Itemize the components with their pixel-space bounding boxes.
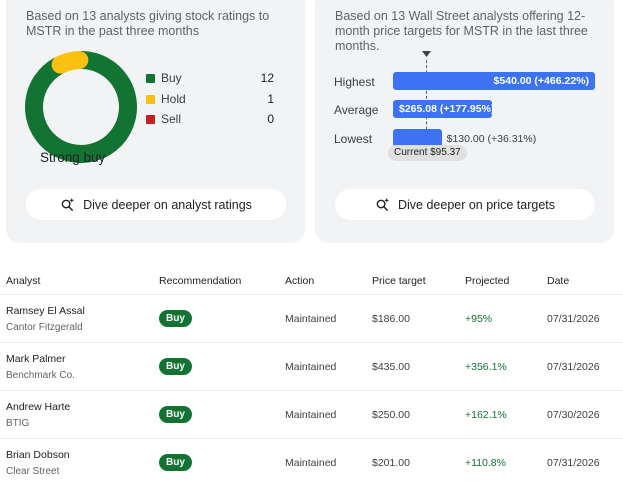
- legend-count-buy: 12: [261, 71, 274, 85]
- price-targets-description: Based on 13 Wall Street analysts offerin…: [335, 9, 605, 54]
- recommendation-badge: Buy: [159, 358, 192, 375]
- analyst-name: Mark Palmer: [6, 353, 159, 365]
- ratings-description: Based on 13 analysts giving stock rating…: [26, 9, 296, 39]
- highest-label: Highest: [334, 75, 375, 89]
- recommendation-badge: Buy: [159, 406, 192, 423]
- action-cell: Maintained: [285, 391, 372, 439]
- legend-label-hold: Hold: [161, 92, 186, 106]
- sparkle-search-icon: [60, 197, 75, 212]
- average-label: Average: [334, 103, 378, 117]
- date-cell: 07/31/2026: [547, 439, 623, 486]
- table-header-row: Analyst Recommendation Action Price targ…: [0, 268, 623, 295]
- recommendation-cell: Buy: [159, 295, 285, 343]
- legend-item-hold: Hold 1: [146, 92, 274, 108]
- header-price-target[interactable]: Price target: [372, 268, 465, 295]
- dive-deeper-ratings-button[interactable]: Dive deeper on analyst ratings: [26, 189, 286, 220]
- current-price-pill: Current $95.37: [388, 145, 467, 161]
- legend-count-hold: 1: [267, 92, 274, 106]
- date-cell: 07/30/2026: [547, 391, 623, 439]
- action-cell: Maintained: [285, 343, 372, 391]
- header-analyst[interactable]: Analyst: [0, 268, 159, 295]
- price-targets-card: Based on 13 Wall Street analysts offerin…: [315, 0, 614, 243]
- analyst-ratings-card: Based on 13 analysts giving stock rating…: [6, 0, 305, 243]
- price-target-cell: $186.00: [372, 295, 465, 343]
- header-recommendation[interactable]: Recommendation: [159, 268, 285, 295]
- header-projected[interactable]: Projected: [465, 268, 547, 295]
- donut-segment-hold: [61, 60, 80, 65]
- legend-count-sell: 0: [267, 112, 274, 126]
- dive-deeper-targets-label: Dive deeper on price targets: [398, 198, 555, 212]
- price-target-cell: $250.00: [372, 391, 465, 439]
- table-row[interactable]: Mark Palmer Benchmark Co. Buy Maintained…: [0, 343, 623, 391]
- highest-value: $540.00 (+466.22%): [494, 75, 589, 87]
- legend-label-sell: Sell: [161, 112, 181, 126]
- dive-deeper-ratings-label: Dive deeper on analyst ratings: [83, 198, 252, 212]
- date-cell: 07/31/2026: [547, 343, 623, 391]
- sell-swatch: [146, 115, 155, 124]
- buy-swatch: [146, 74, 155, 83]
- date-cell: 07/31/2026: [547, 295, 623, 343]
- analyst-firm: BTIG: [6, 418, 159, 429]
- table-row[interactable]: Brian Dobson Clear Street Buy Maintained…: [0, 439, 623, 486]
- ratings-donut-chart: [25, 51, 137, 163]
- highest-bar: $540.00 (+466.22%): [393, 72, 595, 90]
- average-bar: $265.08 (+177.95%): [393, 100, 492, 118]
- price-target-cell: $435.00: [372, 343, 465, 391]
- analyst-cell: Andrew Harte BTIG: [0, 391, 159, 439]
- recommendation-badge: Buy: [159, 454, 192, 471]
- analyst-firm: Clear Street: [6, 466, 159, 477]
- analyst-name: Ramsey El Assal: [6, 305, 159, 317]
- analyst-cell: Mark Palmer Benchmark Co.: [0, 343, 159, 391]
- action-cell: Maintained: [285, 439, 372, 486]
- recommendation-badge: Buy: [159, 310, 192, 327]
- action-cell: Maintained: [285, 295, 372, 343]
- header-date[interactable]: Date: [547, 268, 623, 295]
- lowest-value: $130.00 (+36.31%): [447, 133, 537, 145]
- lowest-label: Lowest: [334, 132, 372, 146]
- sparkle-search-icon: [375, 197, 390, 212]
- dive-deeper-targets-button[interactable]: Dive deeper on price targets: [335, 189, 595, 220]
- projected-cell: +162.1%: [465, 391, 547, 439]
- donut-segment-buy: [34, 60, 128, 154]
- analyst-name: Andrew Harte: [6, 401, 159, 413]
- consensus-label: Strong buy: [40, 150, 105, 165]
- table-row[interactable]: Ramsey El Assal Cantor Fitzgerald Buy Ma…: [0, 295, 623, 343]
- recommendation-cell: Buy: [159, 343, 285, 391]
- recommendation-cell: Buy: [159, 391, 285, 439]
- current-price-marker-icon: [422, 51, 431, 59]
- analyst-cell: Brian Dobson Clear Street: [0, 439, 159, 486]
- analyst-firm: Benchmark Co.: [6, 370, 159, 381]
- hold-swatch: [146, 95, 155, 104]
- analyst-cell: Ramsey El Assal Cantor Fitzgerald: [0, 295, 159, 343]
- legend-item-buy: Buy 12: [146, 71, 274, 87]
- legend-label-buy: Buy: [161, 71, 182, 85]
- average-value: $265.08 (+177.95%): [399, 103, 494, 115]
- analyst-table: Analyst Recommendation Action Price targ…: [0, 268, 623, 486]
- projected-cell: +110.8%: [465, 439, 547, 486]
- recommendation-cell: Buy: [159, 439, 285, 486]
- price-target-cell: $201.00: [372, 439, 465, 486]
- legend-item-sell: Sell 0: [146, 112, 274, 128]
- analyst-name: Brian Dobson: [6, 449, 159, 461]
- table-row[interactable]: Andrew Harte BTIG Buy Maintained $250.00…: [0, 391, 623, 439]
- header-action[interactable]: Action: [285, 268, 372, 295]
- projected-cell: +95%: [465, 295, 547, 343]
- projected-cell: +356.1%: [465, 343, 547, 391]
- analyst-firm: Cantor Fitzgerald: [6, 322, 159, 333]
